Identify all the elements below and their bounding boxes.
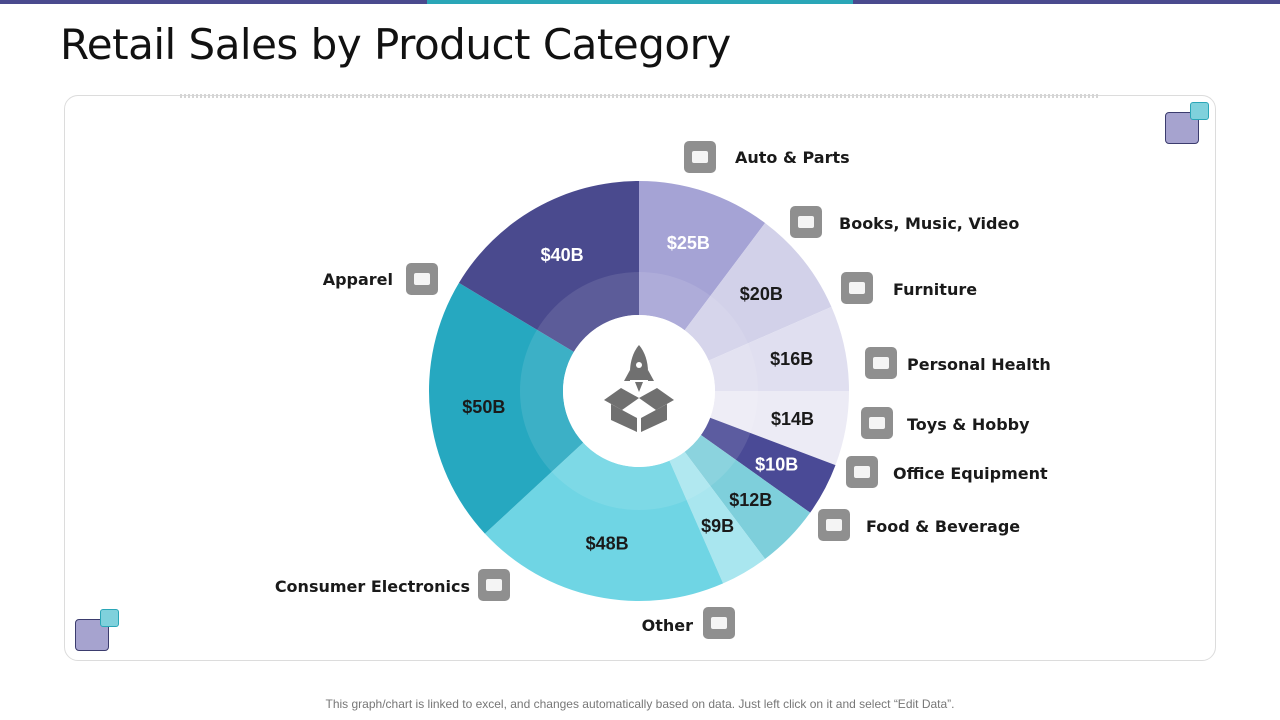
category-label-books-music-video: Books, Music, Video (839, 214, 1019, 233)
category-label-other: Other (642, 616, 693, 635)
chart-value-labels: $25B $20B $16B $14B $10B $12B $9B $48B $50B $40B (462, 233, 814, 554)
value-label-toys-hobby: $10B (755, 454, 798, 474)
printer-icon-glyph (854, 466, 870, 478)
value-label-office-equipment: $12B (729, 490, 772, 510)
slice-toys-hobby[interactable] (700, 417, 836, 513)
media-icon-glyph (798, 216, 814, 228)
top-bar-segment-middle (426, 0, 854, 4)
monitor-icon-glyph (486, 579, 502, 591)
value-label-apparel: $40B (541, 245, 584, 265)
heart-icon-glyph (873, 357, 889, 369)
category-label-office-equipment: Office Equipment (893, 464, 1048, 483)
slice-furniture[interactable] (708, 306, 849, 391)
slice-food-beverage[interactable] (669, 451, 766, 584)
deco-square-teal (100, 609, 119, 627)
gift-icon-glyph (711, 617, 727, 629)
value-label-other: $48B (586, 534, 629, 554)
chart-slices (429, 181, 849, 602)
top-bar-segment-right (853, 0, 1280, 4)
slice-consumer-electronics[interactable] (429, 282, 584, 534)
car-icon-glyph (692, 151, 708, 163)
chart-category-labels: Auto & Parts Books, Music, Video Furniture… (275, 141, 1051, 639)
furniture-icon-glyph (849, 282, 865, 294)
slice-auto-parts[interactable] (639, 181, 766, 331)
value-label-books-music-video: $20B (740, 284, 783, 304)
category-label-auto-parts: Auto & Parts (735, 148, 850, 167)
shirt-icon-glyph (414, 273, 430, 285)
page-title: Retail Sales by Product Category (60, 20, 731, 69)
slice-other[interactable] (484, 442, 724, 602)
deco-square-teal (1190, 102, 1209, 120)
top-bar-segment-left (0, 0, 427, 4)
category-label-apparel: Apparel (323, 270, 393, 289)
category-label-personal-health: Personal Health (907, 355, 1051, 374)
chart-footnote: This graph/chart is linked to excel, and… (325, 697, 955, 711)
rocket-box-icon (604, 345, 674, 432)
food-icon-glyph (826, 519, 842, 531)
slice-office-equipment[interactable] (684, 435, 811, 559)
value-label-auto-parts: $25B (667, 233, 710, 253)
category-label-toys-hobby: Toys & Hobby (907, 415, 1030, 434)
value-label-furniture: $16B (770, 349, 813, 369)
category-label-consumer-electronics: Consumer Electronics (275, 577, 470, 596)
category-label-food-beverage: Food & Beverage (866, 517, 1020, 536)
slice-apparel[interactable] (458, 181, 639, 352)
slice-books-music-video[interactable] (684, 223, 832, 361)
panel-dotted-border (180, 94, 1100, 98)
toy-icon-glyph (869, 417, 885, 429)
slice-personal-health[interactable] (710, 391, 849, 466)
top-accent-bar (0, 0, 1280, 4)
value-label-personal-health: $14B (771, 409, 814, 429)
category-label-furniture: Furniture (893, 280, 977, 299)
value-label-food-beverage: $9B (701, 516, 734, 536)
value-label-consumer-electronics: $50B (462, 397, 505, 417)
